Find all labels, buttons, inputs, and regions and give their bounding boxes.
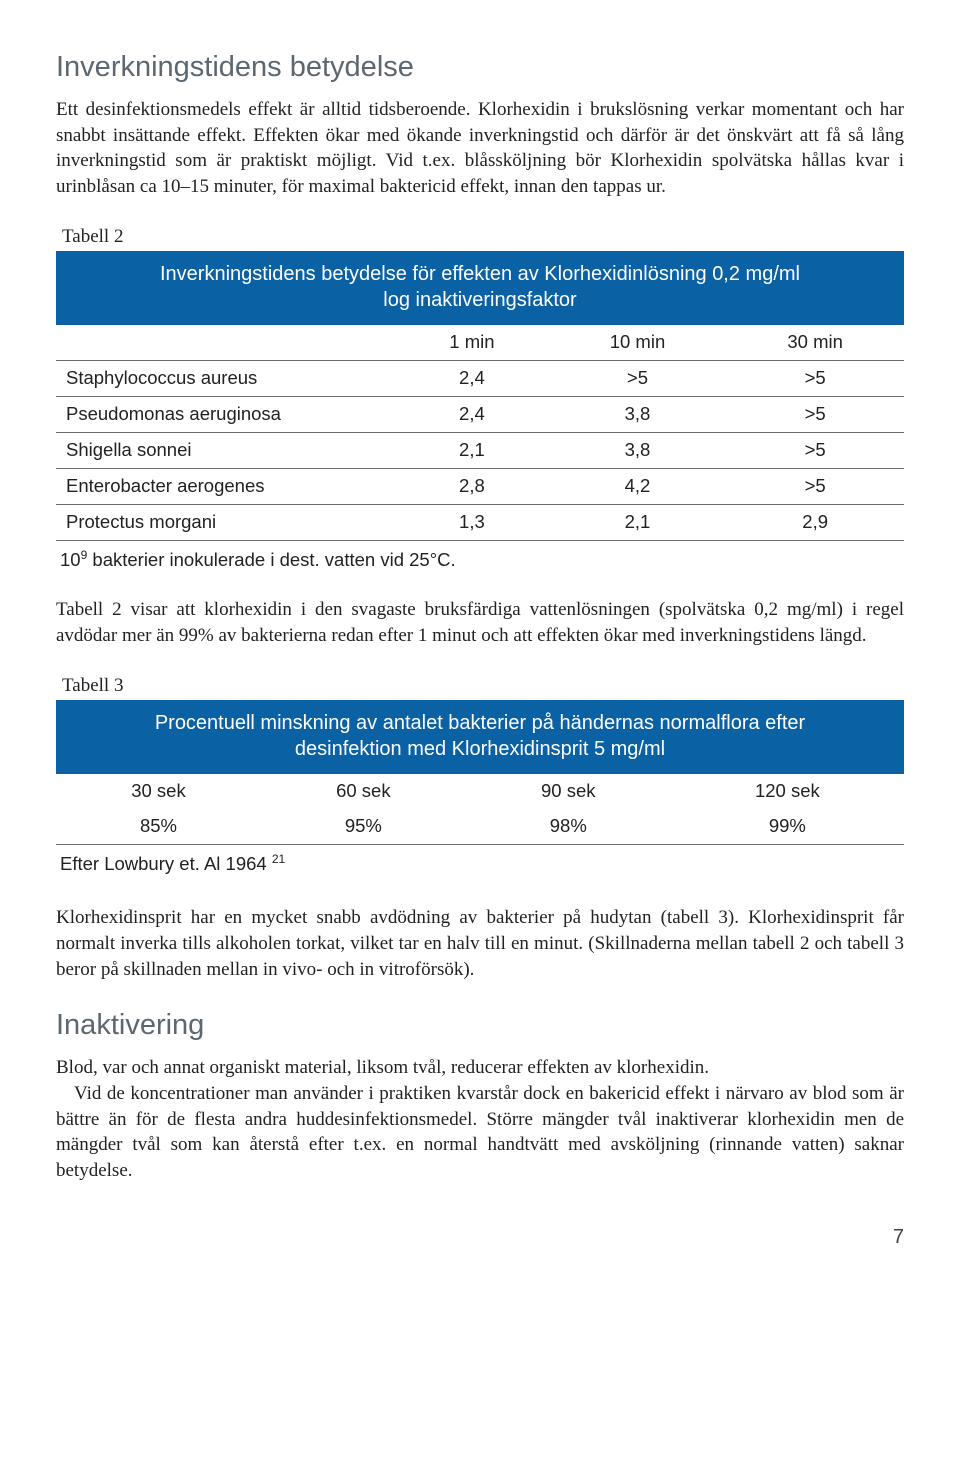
- table-row: Pseudomonas aeruginosa 2,4 3,8 >5: [56, 397, 904, 433]
- t2-r0-c2: >5: [549, 361, 727, 397]
- para-after-t2: Tabell 2 visar att klorhexidin i den sva…: [56, 597, 904, 648]
- t3-v3: 99%: [671, 809, 904, 844]
- table3-title-line2: desinfektion med Klorhexidinsprit 5 mg/m…: [295, 738, 665, 760]
- table3-footnote: Efter Lowbury et. Al 1964 21: [56, 849, 904, 877]
- table2-footnote: 109 bakterier inokulerade i dest. vatten…: [56, 545, 904, 573]
- table3-title-line1: Procentuell minskning av antalet bakteri…: [155, 712, 805, 734]
- t2-r3-c2: 4,2: [549, 469, 727, 505]
- table2: Inverkningstidens betydelse för effekten…: [56, 251, 904, 541]
- table3-label: Tabell 3: [62, 673, 904, 699]
- table3-value-row: 85% 95% 98% 99%: [56, 809, 904, 844]
- section-heading-inverkningstidens: Inverkningstidens betydelse: [56, 48, 904, 87]
- section-heading-inaktivering: Inaktivering: [56, 1006, 904, 1045]
- t2-r0-c1: 2,4: [395, 361, 548, 397]
- table-row: Shigella sonnei 2,1 3,8 >5: [56, 433, 904, 469]
- t3-h0: 30 sek: [56, 774, 261, 809]
- table2-colhead-3: 30 min: [726, 325, 904, 360]
- table2-colhead-1: 1 min: [395, 325, 548, 360]
- t3-h3: 120 sek: [671, 774, 904, 809]
- section2-para1: Blod, var och annat organiskt material, …: [56, 1055, 904, 1081]
- t2-r4-c1: 1,3: [395, 505, 548, 541]
- t2-r4-c2: 2,1: [549, 505, 727, 541]
- table2-title: Inverkningstidens betydelse för effekten…: [56, 251, 904, 325]
- table2-colheader-row: 1 min 10 min 30 min: [56, 325, 904, 360]
- t2-r0-c3: >5: [726, 361, 904, 397]
- t2-r3-c0: Enterobacter aerogenes: [56, 469, 395, 505]
- t3-v1: 95%: [261, 809, 466, 844]
- section2-para2: Vid de koncentrationer man använder i pr…: [56, 1081, 904, 1184]
- table2-colhead-0: [56, 325, 395, 360]
- t3-h1: 60 sek: [261, 774, 466, 809]
- t2-r1-c1: 2,4: [395, 397, 548, 433]
- t3-h2: 90 sek: [466, 774, 671, 809]
- t2-r1-c0: Pseudomonas aeruginosa: [56, 397, 395, 433]
- table-row: Staphylococcus aureus 2,4 >5 >5: [56, 361, 904, 397]
- section1-paragraph: Ett desinfektionsmedels effekt är alltid…: [56, 97, 904, 200]
- t2-fn-pre: 10: [60, 549, 81, 570]
- table-row: Enterobacter aerogenes 2,8 4,2 >5: [56, 469, 904, 505]
- table2-label: Tabell 2: [62, 224, 904, 250]
- t2-r1-c3: >5: [726, 397, 904, 433]
- t2-r2-c3: >5: [726, 433, 904, 469]
- page-number: 7: [56, 1224, 904, 1251]
- t3-fn-sup: 21: [272, 852, 285, 866]
- table2-title-line2: log inaktiveringsfaktor: [383, 289, 576, 311]
- table2-colhead-2: 10 min: [549, 325, 727, 360]
- t3-v2: 98%: [466, 809, 671, 844]
- table2-title-line1: Inverkningstidens betydelse för effekten…: [160, 263, 800, 285]
- t2-r3-c3: >5: [726, 469, 904, 505]
- t2-r2-c0: Shigella sonnei: [56, 433, 395, 469]
- table-row: Protectus morgani 1,3 2,1 2,9: [56, 505, 904, 541]
- t2-r3-c1: 2,8: [395, 469, 548, 505]
- table3-header-row: 30 sek 60 sek 90 sek 120 sek: [56, 774, 904, 809]
- t2-r0-c0: Staphylococcus aureus: [56, 361, 395, 397]
- t2-r1-c2: 3,8: [549, 397, 727, 433]
- t2-r2-c1: 2,1: [395, 433, 548, 469]
- table3: Procentuell minskning av antalet bakteri…: [56, 700, 904, 845]
- table3-title: Procentuell minskning av antalet bakteri…: [56, 700, 904, 774]
- t2-r2-c2: 3,8: [549, 433, 727, 469]
- t2-r4-c0: Protectus morgani: [56, 505, 395, 541]
- t3-v0: 85%: [56, 809, 261, 844]
- t3-fn-pre: Efter Lowbury et. Al 1964: [60, 853, 272, 874]
- t2-r4-c3: 2,9: [726, 505, 904, 541]
- t2-fn-post: bakterier inokulerade i dest. vatten vid…: [87, 549, 455, 570]
- para-after-t3: Klorhexidinsprit har en mycket snabb avd…: [56, 905, 904, 982]
